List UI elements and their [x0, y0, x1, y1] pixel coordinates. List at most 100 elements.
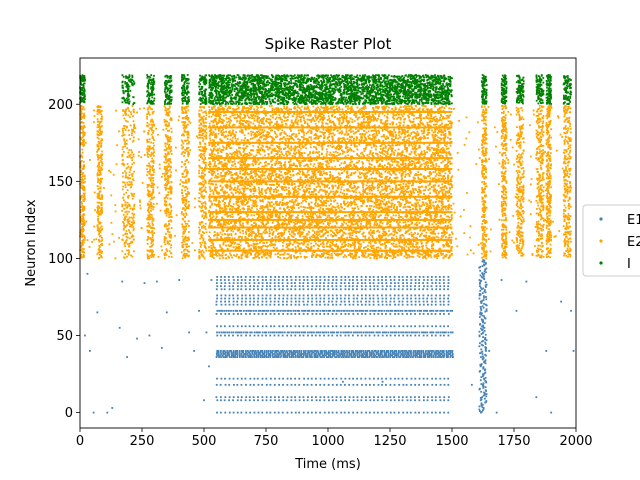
spike-e1 — [306, 303, 309, 306]
spike-e1 — [228, 411, 231, 414]
spike-e2 — [366, 154, 369, 157]
spike-e1 — [358, 331, 361, 334]
spike-e1 — [340, 353, 343, 355]
chart-title: Spike Raster Plot — [265, 35, 392, 53]
spike-e1 — [484, 333, 487, 336]
spike-e2 — [305, 215, 308, 218]
spike-e1 — [373, 377, 375, 380]
spike-e2 — [419, 229, 422, 232]
spike-e1 — [232, 276, 235, 278]
spike-e2 — [227, 170, 230, 173]
spike-e1 — [306, 383, 309, 386]
spike-e1 — [335, 313, 338, 315]
spike-e2 — [229, 215, 232, 218]
spike-e2 — [408, 233, 411, 235]
spike-e1 — [160, 346, 163, 349]
spike-e1 — [382, 356, 385, 358]
spike-e2 — [262, 208, 265, 211]
spike-e1 — [240, 331, 243, 334]
spike-e1 — [426, 276, 429, 278]
spike-e1 — [365, 276, 367, 278]
spike-e1 — [381, 411, 384, 414]
spike-e2 — [439, 190, 442, 193]
spike-e2 — [368, 166, 370, 168]
spike-e2 — [278, 116, 280, 119]
spike-e1 — [232, 350, 235, 352]
spike-e2 — [284, 222, 287, 225]
spike-e1 — [285, 399, 288, 402]
spike-e2 — [429, 202, 432, 205]
spike-e1 — [483, 261, 486, 264]
spike-e1 — [276, 353, 279, 355]
spike-e2 — [291, 155, 294, 157]
spike-e1 — [385, 282, 388, 284]
spike-e1 — [372, 325, 375, 328]
spike-e2 — [281, 140, 284, 143]
spike-e1 — [306, 276, 309, 278]
spike-e1 — [315, 353, 317, 355]
spike-e2 — [309, 143, 312, 146]
spike-e2 — [435, 235, 438, 238]
spike-e2 — [335, 221, 338, 224]
spike-e1 — [261, 279, 264, 281]
spike-e1 — [329, 356, 332, 358]
spike-e2 — [391, 190, 393, 193]
spike-e1 — [435, 351, 437, 354]
spike-e1 — [376, 356, 379, 358]
spike-e1 — [252, 303, 255, 306]
spike-e1 — [226, 351, 229, 354]
spike-e1 — [335, 279, 338, 281]
spike-e1 — [385, 331, 387, 334]
spike-e1 — [480, 411, 482, 414]
spike-e1 — [479, 269, 482, 272]
spike-e1 — [380, 351, 383, 354]
spike-e1 — [368, 351, 371, 354]
spike-e2 — [399, 229, 402, 232]
spike-e2 — [354, 223, 357, 225]
spike-e1 — [319, 303, 321, 306]
spike-e2 — [333, 159, 335, 162]
spike-e1 — [337, 354, 340, 357]
spike-e2 — [345, 214, 348, 217]
spike-e1 — [227, 309, 230, 312]
spike-e1 — [327, 350, 330, 352]
spike-e2 — [389, 172, 391, 175]
spike-e1 — [271, 354, 274, 357]
spike-e1 — [484, 392, 486, 395]
spike-e1 — [333, 354, 336, 357]
spike-e1 — [243, 353, 246, 355]
spike-e1 — [439, 300, 442, 303]
spike-e1 — [316, 356, 319, 358]
spike-e1 — [339, 303, 342, 306]
spike-e2 — [303, 138, 305, 141]
spike-e1 — [434, 276, 437, 278]
spike-e1 — [442, 300, 445, 303]
spike-e2 — [342, 217, 345, 219]
spike-e1 — [352, 411, 355, 414]
spike-e2 — [240, 192, 243, 195]
spike-e1 — [447, 276, 450, 278]
spike-e2 — [302, 140, 304, 143]
spike-e1 — [441, 350, 444, 352]
spike-e1 — [447, 354, 449, 357]
spike-e2 — [217, 203, 220, 206]
spike-e1 — [410, 276, 412, 278]
spike-e2 — [294, 145, 297, 148]
spike-e1 — [410, 294, 413, 297]
spike-e1 — [369, 285, 372, 288]
spike-e1 — [218, 309, 221, 312]
spike-e2 — [398, 248, 401, 251]
spike-e1 — [242, 350, 245, 352]
spike-e1 — [352, 276, 355, 278]
spike-e1 — [277, 282, 280, 284]
spike-e1 — [325, 350, 327, 352]
spike-e2 — [340, 149, 343, 152]
spike-e1 — [351, 356, 354, 358]
spike-e1 — [242, 351, 245, 354]
spike-e2 — [298, 225, 300, 228]
spike-e1 — [315, 351, 318, 354]
spike-e2 — [358, 196, 361, 199]
spike-e2 — [317, 128, 320, 131]
spike-e1 — [439, 325, 442, 328]
spike-e1 — [263, 351, 266, 354]
